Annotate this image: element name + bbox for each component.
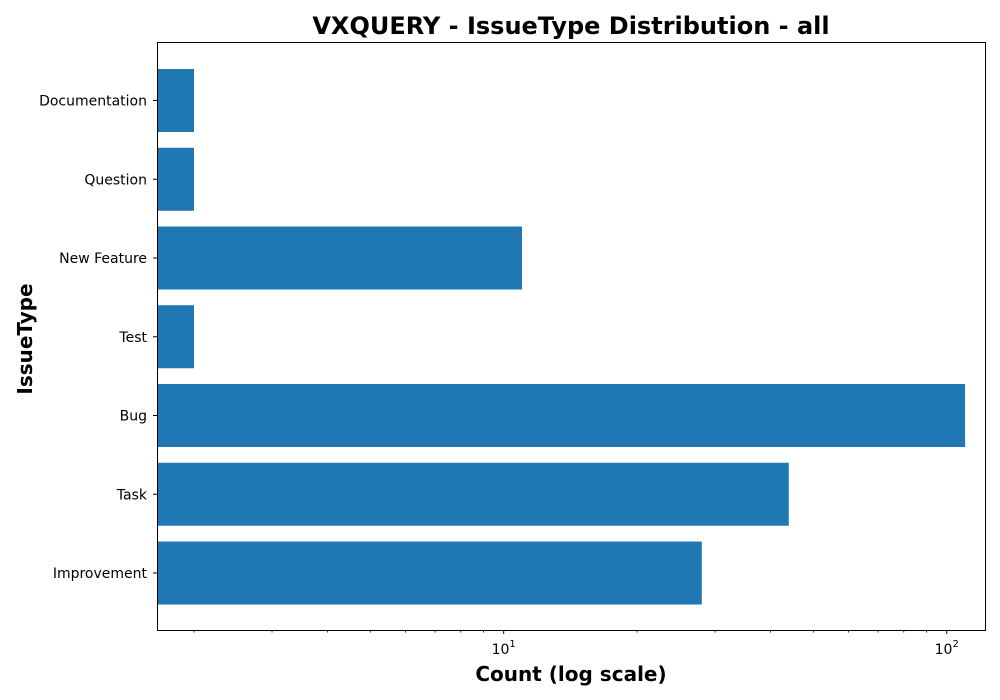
chart-title: VXQUERY - IssueType Distribution - all: [312, 12, 829, 40]
y-axis-label: IssueType: [13, 283, 37, 394]
bar-improvement: [157, 541, 702, 605]
bar-new-feature: [157, 226, 523, 290]
bar-documentation: [157, 69, 195, 132]
bar-test: [157, 305, 195, 369]
x-tick-label: 102: [935, 639, 959, 658]
y-axis: Improvement Task Bug Test New Feature Questio…: [39, 94, 157, 582]
x-tick-label: 101: [492, 639, 516, 658]
y-tick-label-task: Task: [116, 487, 148, 503]
y-tick-label-bug: Bug: [120, 409, 147, 425]
y-tick-label-documentation: Documentation: [39, 94, 147, 110]
y-tick-label-new-feature: New Feature: [59, 251, 147, 267]
x-axis: 101 102: [193, 630, 959, 658]
bar-question: [157, 147, 195, 211]
x-axis-label: Count (log scale): [475, 662, 666, 686]
bars-layer: [157, 69, 966, 605]
y-tick-label-improvement: Improvement: [53, 566, 148, 582]
y-tick-label-test: Test: [118, 330, 147, 346]
plot-frame: [157, 42, 986, 631]
bar-task: [157, 462, 789, 526]
bar-bug: [157, 384, 966, 447]
y-tick-label-question: Question: [84, 172, 147, 188]
